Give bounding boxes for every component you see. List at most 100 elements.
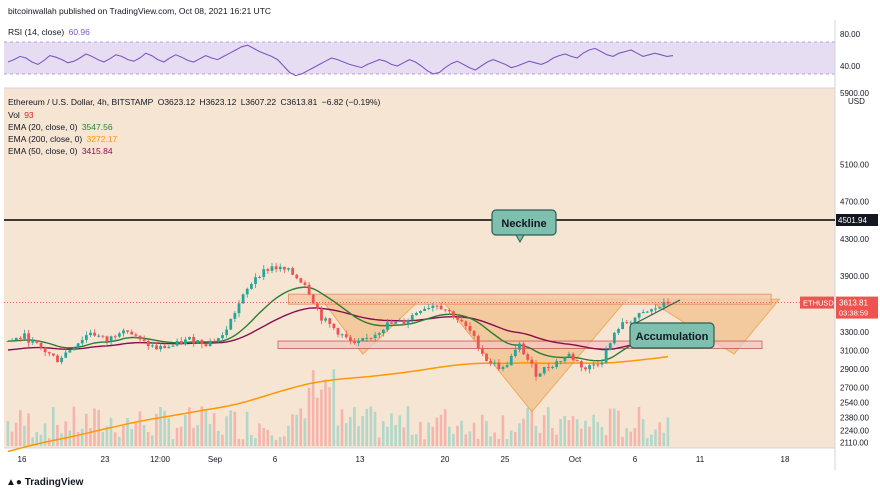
publisher-text: bitcoinwallah published on TradingView.c… (8, 6, 272, 16)
candle-body (68, 350, 72, 353)
neckline-callout-text: Neckline (501, 218, 546, 230)
volume-bar (398, 415, 402, 446)
volume-bar (546, 407, 550, 446)
volume-bar (563, 415, 567, 446)
candle-body (43, 347, 47, 353)
volume-bar (328, 387, 331, 446)
volume-bar (575, 419, 579, 446)
volume-bar (476, 439, 480, 446)
volume-bar (221, 434, 224, 446)
volume-bar (526, 407, 529, 446)
volume-bar (439, 414, 443, 446)
volume-bar (666, 417, 670, 446)
volume-bar (344, 423, 348, 446)
volume-bar (274, 439, 278, 446)
volume-bar (311, 370, 315, 446)
volume-bar (117, 436, 121, 446)
candle-body (245, 288, 249, 295)
accumulation-callout-pointer (635, 299, 681, 324)
candle-body (419, 311, 422, 313)
volume-bar (381, 421, 385, 446)
ema50-value: 3415.84 (81, 146, 113, 156)
volume-bar (175, 427, 179, 446)
candle-body (97, 335, 101, 337)
candle-body (183, 339, 187, 345)
volume-bar (423, 439, 426, 446)
candle-body (10, 339, 14, 342)
candle-body (534, 363, 538, 377)
candle-body (357, 340, 361, 344)
volume-bar (101, 431, 105, 446)
candle-body (51, 353, 55, 356)
volume-bar (365, 408, 369, 446)
volume-bar (604, 435, 608, 446)
candle-body (155, 345, 158, 350)
volume-bar (637, 406, 641, 446)
volume-bar (452, 433, 455, 446)
candle-body (658, 306, 662, 309)
candle-body (592, 364, 596, 366)
candle-body (23, 333, 26, 339)
volume-bar (291, 414, 294, 446)
candle-body (122, 330, 125, 334)
candle-body (645, 311, 649, 313)
candle-body (497, 362, 501, 370)
candle-body (274, 266, 278, 270)
volume-bar (460, 420, 463, 446)
volume-bar (51, 407, 55, 446)
ema20-label: EMA (20, close, 0) (8, 122, 78, 132)
time-axis-label: 25 (501, 455, 510, 464)
candle-body (76, 343, 80, 349)
candle-body (394, 321, 398, 324)
symbol-title: Ethereum / U.S. Dollar, 4h, BITSTAMP (8, 97, 154, 107)
volume-bar (146, 431, 150, 446)
publisher-line: bitcoinwallah published on TradingView.c… (8, 6, 273, 16)
volume-bar (332, 369, 336, 446)
volume-bar (497, 438, 501, 446)
candle-body (138, 335, 142, 340)
volume-bar (278, 437, 282, 446)
candle-body (621, 322, 625, 330)
candle-body (258, 276, 262, 278)
rsi-level-40: 40.00 (840, 62, 861, 71)
volume-bar (555, 434, 558, 446)
candle-body (551, 366, 554, 368)
ohlc-high: H3623.12 (199, 97, 237, 107)
candle-body (612, 332, 616, 344)
volume-bar (282, 436, 286, 446)
volume-bar (584, 420, 587, 446)
candle-body (35, 340, 39, 343)
volume-bar (270, 435, 274, 446)
volume-bar (307, 387, 311, 446)
volume-bar (138, 411, 142, 446)
volume-bar (27, 413, 30, 446)
candle-body (31, 340, 35, 343)
candle-body (439, 305, 443, 310)
candle-body (650, 309, 653, 312)
ema20-value: 3547.56 (81, 122, 113, 132)
volume-bar (348, 416, 352, 446)
neckline-callout-pointer (515, 234, 525, 244)
vol-legend: Vol 93 (8, 110, 36, 120)
time-axis-label: 13 (356, 455, 365, 464)
candle-body (555, 361, 559, 367)
volume-bar (229, 410, 232, 446)
candle-body (249, 283, 253, 289)
volume-bar (571, 415, 575, 446)
candle-body (501, 367, 505, 370)
candle-body (447, 309, 451, 312)
volume-bar (501, 415, 505, 446)
candle-body (505, 365, 509, 368)
candle-body (633, 317, 637, 323)
candle-body (80, 339, 84, 344)
volume-bar (324, 379, 327, 446)
volume-bar (340, 409, 344, 446)
countdown-text: 03:38:59 (839, 309, 868, 318)
volume-bar (559, 418, 562, 446)
volume-bar (406, 406, 410, 446)
volume-bar (315, 397, 319, 446)
volume-bar (579, 428, 583, 446)
candle-body (221, 335, 224, 339)
candle-body (105, 336, 109, 342)
candle-body (398, 320, 402, 322)
